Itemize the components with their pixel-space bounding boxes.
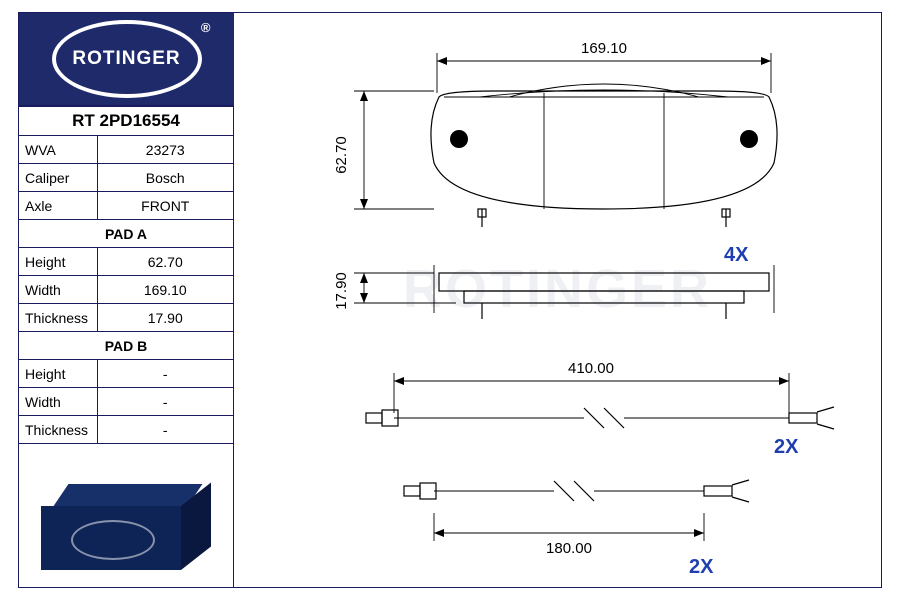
value: FRONT — [97, 192, 234, 220]
spec-table: RT 2PD16554 WVA23273 CaliperBosch AxleFR… — [19, 105, 234, 444]
table-row: Height62.70 — [19, 248, 234, 276]
value: 23273 — [97, 136, 234, 164]
label: WVA — [19, 136, 97, 164]
value: 169.10 — [97, 276, 234, 304]
value: 17.90 — [97, 304, 234, 332]
value: 62.70 — [97, 248, 234, 276]
pad-b-title: PAD B — [19, 332, 234, 360]
product-box-illustration — [19, 444, 234, 587]
dim-wire1-label: 410.00 — [568, 360, 614, 377]
brand-text: ROTINGER — [52, 20, 202, 98]
value: - — [97, 388, 234, 416]
value: Bosch — [97, 164, 234, 192]
technical-drawing: ROTINGER — [234, 13, 881, 587]
part-number-row: RT 2PD16554 — [19, 107, 234, 136]
table-row: CaliperBosch — [19, 164, 234, 192]
wire-sensor-1: 410.00 2X — [366, 360, 834, 458]
pad-a-title: PAD A — [19, 220, 234, 248]
pad-side-view: 17.90 — [333, 265, 774, 319]
table-row: AxleFRONT — [19, 192, 234, 220]
dim-thick-label: 17.90 — [333, 272, 350, 310]
section-header: PAD A — [19, 220, 234, 248]
dim-width-label: 169.10 — [581, 40, 627, 57]
part-number: RT 2PD16554 — [19, 107, 234, 136]
table-row: Width- — [19, 388, 234, 416]
brand-logo: ROTINGER — [19, 13, 234, 105]
qty-wire2: 2X — [689, 556, 714, 578]
dimension-width: 169.10 — [437, 40, 771, 93]
label: Caliper — [19, 164, 97, 192]
value: - — [97, 416, 234, 444]
qty-wire1: 2X — [774, 436, 799, 458]
section-header: PAD B — [19, 332, 234, 360]
dim-wire2-label: 180.00 — [546, 540, 592, 557]
dim-height-label: 62.70 — [333, 136, 350, 174]
pad-front-view — [431, 84, 777, 227]
wire-sensor-2: 180.00 2X — [404, 480, 749, 578]
table-row: WVA23273 — [19, 136, 234, 164]
table-row: Thickness- — [19, 416, 234, 444]
qty-pad: 4X — [724, 244, 749, 266]
label: Axle — [19, 192, 97, 220]
dimension-height: 62.70 — [333, 91, 434, 209]
table-row: Thickness17.90 — [19, 304, 234, 332]
table-row: Width169.10 — [19, 276, 234, 304]
table-row: Height- — [19, 360, 234, 388]
value: - — [97, 360, 234, 388]
